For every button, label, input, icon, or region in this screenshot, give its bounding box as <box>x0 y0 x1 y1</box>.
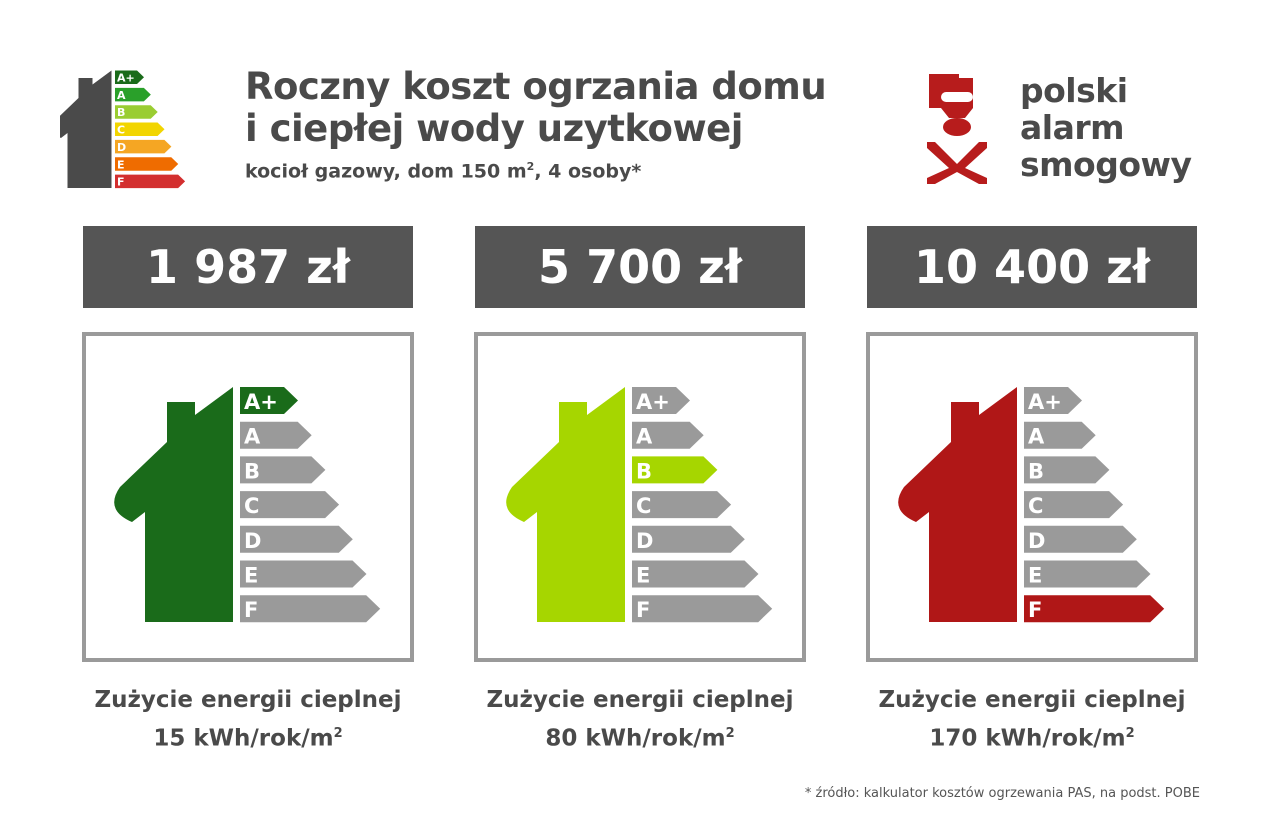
logo-line-2: alarm <box>1020 108 1125 147</box>
caption-sup: 2 <box>725 726 735 741</box>
energy-class-bar-A: A <box>115 87 151 102</box>
energy-class-label: F <box>117 176 125 189</box>
house-icon <box>114 387 233 622</box>
energy-class-label: A+ <box>636 390 670 414</box>
energy-card-1: A+ A B C D E F <box>82 332 414 662</box>
subtitle: kocioł gazowy, dom 150 m2, 4 osoby* <box>245 160 641 182</box>
energy-class-bar-E: E <box>1024 560 1151 588</box>
caption-2: Zużycie energii cieplnej 80 kWh/rok/m2 <box>440 684 840 756</box>
caption-sup: 2 <box>333 726 343 741</box>
energy-class-bar-D: D <box>1024 525 1137 553</box>
energy-class-bar-D: D <box>632 525 745 553</box>
subtitle-sup: 2 <box>526 160 535 173</box>
caption-value: 80 kWh/rok/m2 <box>440 717 840 756</box>
energy-class-bar-E: E <box>632 560 759 588</box>
caption-1: Zużycie energii cieplnej 15 kWh/rok/m2 <box>48 684 448 756</box>
energy-class-label: D <box>636 529 653 553</box>
energy-class-bar-C: C <box>632 491 732 519</box>
energy-class-bar-D: D <box>240 525 353 553</box>
energy-class-bar-B: B <box>632 456 718 484</box>
subtitle-text: kocioł gazowy, dom 150 m <box>245 160 527 183</box>
energy-class-bar-E: E <box>115 157 179 171</box>
caption-value-text: 15 kWh/rok/m <box>153 725 334 752</box>
energy-class-label: B <box>117 106 125 119</box>
energy-class-label: A <box>117 89 126 102</box>
energy-class-label: B <box>1028 459 1044 483</box>
caption-value-text: 170 kWh/rok/m <box>929 725 1126 752</box>
house-icon <box>898 387 1017 622</box>
energy-class-bar-A: A <box>1024 421 1096 449</box>
energy-class-label: C <box>636 494 651 518</box>
energy-class-bar-C: C <box>115 122 165 137</box>
energy-class-bar-A+: A+ <box>240 387 298 414</box>
energy-class-label: D <box>1028 529 1045 553</box>
energy-class-label: A+ <box>117 72 135 85</box>
energy-class-label: A <box>244 425 261 449</box>
title-line-1: Roczny koszt ogrzania domu <box>245 65 827 108</box>
energy-class-bar-A: A <box>632 421 704 449</box>
polski-alarm-smogowy-logo-icon <box>927 74 987 184</box>
caption-label: Zużycie energii cieplnej <box>94 687 402 713</box>
energy-class-label: B <box>636 459 652 483</box>
logo-line-1: polski <box>1020 71 1128 110</box>
logo-text: polski alarm smogowy <box>1020 72 1192 183</box>
energy-class-label: C <box>1028 494 1043 518</box>
caption-label: Zużycie energii cieplnej <box>878 687 1186 713</box>
page-title: Roczny koszt ogrzania domu i ciepłej wod… <box>245 65 827 150</box>
house-icon <box>60 70 112 188</box>
energy-class-label: E <box>636 564 650 588</box>
energy-class-bar-A+: A+ <box>632 387 690 414</box>
house-icon <box>506 387 625 622</box>
energy-class-bar-F: F <box>115 174 186 189</box>
energy-class-bar-F: F <box>240 595 381 623</box>
energy-class-label: A <box>636 425 653 449</box>
caption-value: 15 kWh/rok/m2 <box>48 717 448 756</box>
energy-class-bar-D: D <box>115 139 172 154</box>
energy-class-bar-B: B <box>115 105 158 119</box>
energy-class-label: F <box>244 598 258 622</box>
energy-class-bar-A: A <box>240 421 312 449</box>
energy-class-label: E <box>117 158 125 171</box>
energy-card-2: A+ A B C D E F <box>474 332 806 662</box>
energy-class-label: F <box>1028 598 1042 622</box>
energy-class-bar-C: C <box>240 491 340 519</box>
subtitle-text-end: , 4 osoby* <box>534 160 642 183</box>
energy-class-bar-C: C <box>1024 491 1124 519</box>
caption-label: Zużycie energii cieplnej <box>486 687 794 713</box>
energy-class-bar-B: B <box>240 456 326 484</box>
energy-class-bar-F: F <box>1024 595 1165 623</box>
energy-class-label: A+ <box>1028 390 1062 414</box>
energy-class-label: D <box>244 529 261 553</box>
energy-class-label: E <box>1028 564 1042 588</box>
energy-card-3: A+ A B C D E F <box>866 332 1198 662</box>
energy-class-bar-B: B <box>1024 456 1110 484</box>
energy-class-bar-F: F <box>632 595 773 623</box>
caption-3: Zużycie energii cieplnej 170 kWh/rok/m2 <box>832 684 1232 756</box>
logo-line-3: smogowy <box>1020 145 1192 184</box>
price-box-3: 10 400 zł <box>867 226 1197 308</box>
caption-value-text: 80 kWh/rok/m <box>545 725 726 752</box>
energy-class-label: D <box>117 141 126 154</box>
energy-class-label: F <box>636 598 650 622</box>
caption-sup: 2 <box>1125 726 1135 741</box>
energy-class-bar-A+: A+ <box>115 70 144 85</box>
energy-class-label: E <box>244 564 258 588</box>
energy-class-label: A+ <box>244 390 278 414</box>
price-box-2: 5 700 zł <box>475 226 805 308</box>
energy-class-label: C <box>244 494 259 518</box>
energy-class-label: C <box>117 124 125 137</box>
energy-class-label: A <box>1028 425 1045 449</box>
caption-value: 170 kWh/rok/m2 <box>832 717 1232 756</box>
price-box-1: 1 987 zł <box>83 226 413 308</box>
title-line-2: i ciepłej wody uzytkowej <box>245 107 743 150</box>
energy-class-bar-A+: A+ <box>1024 387 1082 414</box>
energy-class-bar-E: E <box>240 560 367 588</box>
footnote: * źródło: kalkulator kosztów ogrzewania … <box>804 786 1200 801</box>
energy-class-label: B <box>244 459 260 483</box>
